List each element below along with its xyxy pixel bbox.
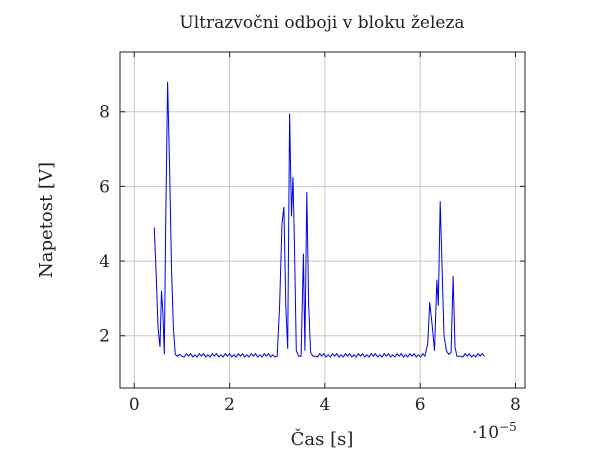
plot-frame: [119, 51, 526, 389]
x-tick-label: 6: [415, 395, 426, 415]
x-tick-label: 4: [319, 395, 330, 415]
y-tick-label: 2: [99, 327, 110, 347]
y-axis-label: Napetost [V]: [36, 162, 57, 278]
grid-lines: [120, 52, 525, 388]
x-tick-label: 0: [129, 395, 140, 415]
y-tick-label: 6: [99, 177, 110, 197]
axis-ticks: [120, 52, 525, 388]
chart-title: Ultrazvočni odboji v bloku železa: [179, 13, 464, 33]
x-tick-label: 8: [510, 395, 521, 415]
y-tick-label: 4: [99, 252, 110, 272]
x-axis-label: Čas [s]: [291, 427, 354, 450]
y-tick-label: 8: [99, 103, 110, 123]
x-exponent-base: ·10: [472, 423, 499, 443]
x-tick-label: 2: [224, 395, 235, 415]
x-axis-exponent: ·10−5: [472, 420, 517, 443]
x-exponent-power: −5: [499, 420, 517, 434]
series-line: [153, 81, 485, 358]
